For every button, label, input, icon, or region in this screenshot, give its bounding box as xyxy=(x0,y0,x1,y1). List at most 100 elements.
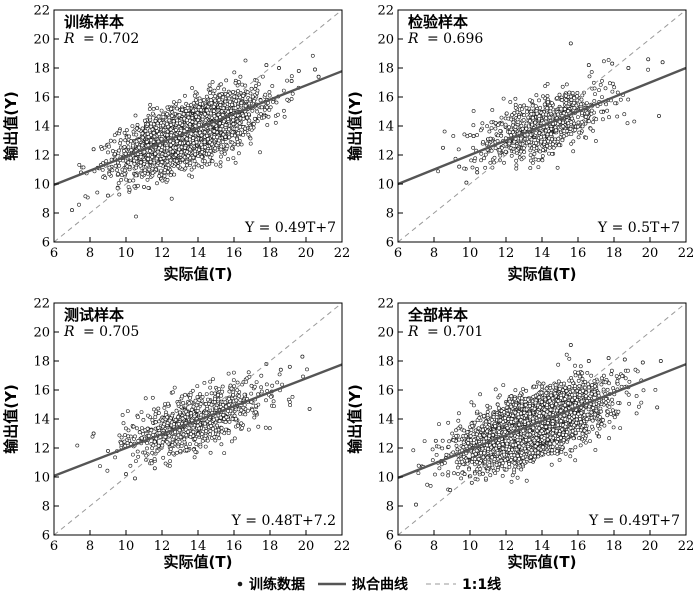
data-point xyxy=(233,99,238,104)
data-point xyxy=(626,66,631,70)
data-point xyxy=(227,127,232,132)
data-point xyxy=(184,444,189,449)
data-point xyxy=(123,138,128,143)
data-point xyxy=(212,129,217,134)
data-point xyxy=(287,400,292,404)
data-point xyxy=(604,102,609,107)
data-point xyxy=(151,131,156,135)
data-point xyxy=(212,400,217,404)
data-point xyxy=(239,101,244,105)
data-point xyxy=(199,133,204,138)
data-point xyxy=(100,167,105,172)
r-value: = 0.702 xyxy=(83,31,139,47)
data-point xyxy=(598,83,603,87)
data-point xyxy=(270,84,275,88)
fit-line xyxy=(53,363,343,477)
data-point xyxy=(200,150,205,154)
data-point xyxy=(105,468,110,473)
data-point xyxy=(196,147,201,152)
data-point xyxy=(626,97,631,102)
data-point xyxy=(115,168,119,173)
data-point xyxy=(118,138,123,143)
data-point xyxy=(183,403,188,408)
data-point xyxy=(91,431,96,436)
data-point xyxy=(172,172,177,177)
data-point xyxy=(182,93,187,98)
data-point xyxy=(177,99,182,104)
data-point xyxy=(178,141,183,146)
data-point xyxy=(168,158,173,163)
data-point xyxy=(468,133,473,137)
data-point xyxy=(497,147,502,152)
panel-title: 训练样本 xyxy=(64,13,124,31)
data-point xyxy=(229,146,234,151)
data-point xyxy=(610,397,614,402)
data-point xyxy=(242,392,247,397)
data-point xyxy=(496,123,501,128)
data-point xyxy=(134,459,138,464)
y-tick-label: 18 xyxy=(377,62,394,77)
data-point xyxy=(116,181,121,186)
data-point xyxy=(119,177,124,182)
data-point xyxy=(152,466,157,471)
data-point xyxy=(176,422,181,426)
data-point xyxy=(521,118,526,122)
data-point xyxy=(139,410,144,415)
data-point xyxy=(568,126,573,131)
data-point xyxy=(249,391,254,396)
data-point xyxy=(156,114,161,119)
data-point xyxy=(155,121,160,126)
data-point xyxy=(479,158,484,163)
data-point xyxy=(204,429,209,434)
data-point xyxy=(561,124,565,129)
data-point xyxy=(231,370,236,375)
data-point xyxy=(131,424,136,429)
data-point xyxy=(235,388,240,393)
data-point xyxy=(141,418,146,422)
data-point xyxy=(228,383,233,388)
data-point xyxy=(592,86,597,91)
data-point xyxy=(146,185,151,190)
data-point xyxy=(95,190,100,195)
data-point xyxy=(125,441,130,445)
data-point xyxy=(217,121,222,126)
data-point xyxy=(248,125,253,130)
data-point xyxy=(217,387,222,392)
data-point xyxy=(145,139,149,144)
y-tick-label: 22 xyxy=(377,4,394,19)
data-point xyxy=(521,146,526,151)
data-point xyxy=(519,136,523,141)
data-point xyxy=(136,183,140,188)
data-point xyxy=(571,101,576,105)
data-point xyxy=(632,119,637,124)
data-point xyxy=(129,139,133,144)
data-point xyxy=(162,406,167,410)
data-point xyxy=(274,100,279,105)
data-point xyxy=(561,134,566,139)
data-point xyxy=(592,99,597,103)
data-point xyxy=(157,132,161,137)
data-point xyxy=(589,70,594,74)
data-point xyxy=(513,96,518,101)
x-tick-label: 14 xyxy=(190,539,207,554)
data-point xyxy=(203,444,208,449)
data-point xyxy=(146,135,151,139)
data-point xyxy=(532,144,537,149)
x-tick-label: 18 xyxy=(262,539,279,554)
y-tick-label: 12 xyxy=(33,149,50,164)
data-point xyxy=(180,416,185,421)
data-point xyxy=(545,82,550,86)
data-point xyxy=(134,132,139,137)
y-tick-label: 18 xyxy=(33,62,50,77)
data-point xyxy=(207,83,212,88)
data-point xyxy=(153,412,158,417)
data-point xyxy=(241,116,246,121)
data-point xyxy=(230,140,235,145)
y-tick-label: 6 xyxy=(42,236,50,251)
data-point xyxy=(171,140,176,145)
data-point xyxy=(167,451,172,456)
data-point xyxy=(140,172,145,177)
data-point xyxy=(183,145,187,150)
data-point xyxy=(610,81,615,86)
